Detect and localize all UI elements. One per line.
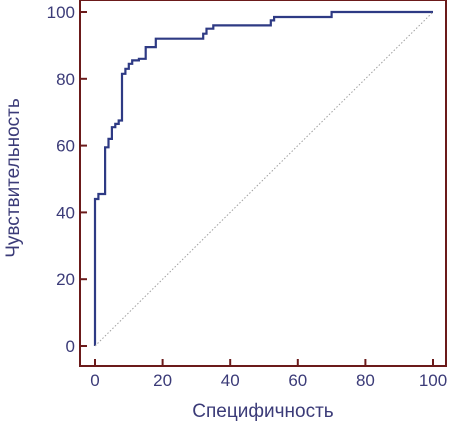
x-tick-label-20: 20 bbox=[153, 371, 172, 390]
series-layer bbox=[93, 10, 434, 347]
y-tick-label-60: 60 bbox=[56, 137, 75, 156]
x-tick-label-60: 60 bbox=[288, 371, 307, 390]
roc-curve-line bbox=[93, 10, 433, 346]
reference-diagonal-line bbox=[94, 11, 434, 347]
x-axis-title: Специфичность bbox=[192, 401, 333, 422]
axis-ticks bbox=[80, 11, 434, 367]
x-tick-label-0: 0 bbox=[90, 371, 99, 390]
tick-labels: 0 20 40 60 80 100 0 20 40 60 80 100 bbox=[47, 3, 448, 390]
x-tick-label-80: 80 bbox=[356, 371, 375, 390]
x-tick-label-40: 40 bbox=[221, 371, 240, 390]
y-tick-label-80: 80 bbox=[56, 70, 75, 89]
y-axis-title: Чувствительность bbox=[3, 98, 24, 258]
y-tick-label-20: 20 bbox=[56, 270, 75, 289]
y-tick-label-40: 40 bbox=[56, 203, 75, 222]
y-tick-label-100: 100 bbox=[47, 3, 75, 22]
x-tick-label-100: 100 bbox=[419, 371, 447, 390]
y-tick-label-0: 0 bbox=[66, 337, 75, 356]
